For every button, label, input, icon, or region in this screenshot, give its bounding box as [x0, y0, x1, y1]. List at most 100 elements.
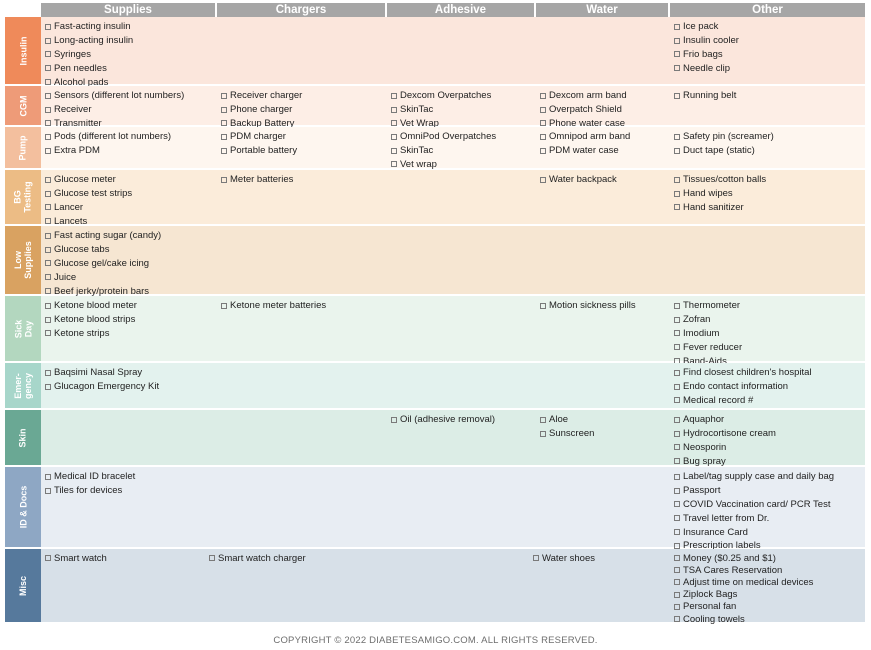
checklist-item[interactable]: Juice — [45, 270, 161, 284]
checkbox-icon[interactable] — [221, 120, 227, 127]
checkbox-icon[interactable] — [221, 176, 227, 183]
checklist-item[interactable]: Aquaphor — [674, 413, 776, 427]
checklist-item[interactable]: SkinTac — [391, 144, 496, 158]
checklist-item[interactable]: Water backpack — [540, 173, 617, 187]
checkbox-icon[interactable] — [674, 591, 680, 598]
checkbox-icon[interactable] — [391, 120, 397, 127]
checkbox-icon[interactable] — [45, 330, 51, 337]
checkbox-icon[interactable] — [533, 555, 539, 562]
checkbox-icon[interactable] — [391, 161, 397, 168]
checklist-item[interactable]: Phone water case — [540, 117, 627, 131]
checkbox-icon[interactable] — [674, 316, 680, 323]
checkbox-icon[interactable] — [674, 616, 680, 623]
checkbox-icon[interactable] — [45, 176, 51, 183]
checklist-item[interactable]: Insurance Card — [674, 525, 834, 539]
checklist-item[interactable]: Glucose meter — [45, 173, 132, 187]
checklist-item[interactable]: Hand sanitizer — [674, 201, 766, 215]
checkbox-icon[interactable] — [674, 603, 680, 610]
checkbox-icon[interactable] — [674, 487, 680, 494]
checkbox-icon[interactable] — [674, 542, 680, 549]
checklist-item[interactable]: Long-acting insulin — [45, 34, 133, 48]
checklist-item[interactable]: Dexcom Overpatches — [391, 89, 491, 103]
checklist-item[interactable]: Safety pin (screamer) — [674, 130, 774, 144]
checklist-item[interactable]: Beef jerky/protein bars — [45, 284, 161, 298]
checkbox-icon[interactable] — [540, 106, 546, 113]
checkbox-icon[interactable] — [674, 37, 680, 44]
checklist-item[interactable]: Extra PDM — [45, 144, 171, 158]
checklist-item[interactable]: Sunscreen — [540, 427, 594, 441]
checklist-item[interactable]: Portable battery — [221, 144, 297, 158]
checklist-item[interactable]: TSA Cares Reservation — [674, 564, 813, 576]
checkbox-icon[interactable] — [45, 260, 51, 267]
checklist-item[interactable]: Passport — [674, 484, 834, 498]
checklist-item[interactable]: Glucose test strips — [45, 187, 132, 201]
checklist-item[interactable]: Meter batteries — [221, 173, 293, 187]
checkbox-icon[interactable] — [540, 147, 546, 154]
checklist-item[interactable]: Ketone blood meter — [45, 299, 137, 313]
checklist-item[interactable]: Fever reducer — [674, 340, 742, 354]
checklist-item[interactable]: Ketone meter batteries — [221, 299, 326, 313]
checklist-item[interactable]: PDM charger — [221, 130, 297, 144]
checklist-item[interactable]: Lancer — [45, 201, 132, 215]
checkbox-icon[interactable] — [45, 246, 51, 253]
checkbox-icon[interactable] — [45, 37, 51, 44]
checklist-item[interactable]: Thermometer — [674, 299, 742, 313]
checkbox-icon[interactable] — [674, 397, 680, 404]
checklist-item[interactable]: Personal fan — [674, 601, 813, 613]
checklist-item[interactable]: OmniPod Overpatches — [391, 130, 496, 144]
checkbox-icon[interactable] — [221, 106, 227, 113]
checklist-item[interactable]: Glucose tabs — [45, 243, 161, 257]
checkbox-icon[interactable] — [45, 383, 51, 390]
checklist-item[interactable]: Syringes — [45, 48, 133, 62]
checklist-item[interactable]: Motion sickness pills — [540, 299, 636, 313]
checkbox-icon[interactable] — [674, 458, 680, 465]
checkbox-icon[interactable] — [391, 147, 397, 154]
checklist-item[interactable]: Aloe — [540, 413, 594, 427]
checkbox-icon[interactable] — [674, 190, 680, 197]
checklist-item[interactable]: Phone charger — [221, 103, 302, 117]
checklist-item[interactable]: Imodium — [674, 327, 742, 341]
checkbox-icon[interactable] — [221, 302, 227, 309]
checkbox-icon[interactable] — [674, 515, 680, 522]
checklist-item[interactable]: Bug spray — [674, 454, 776, 468]
checkbox-icon[interactable] — [391, 416, 397, 423]
checklist-item[interactable]: Endo contact information — [674, 380, 812, 394]
checkbox-icon[interactable] — [674, 133, 680, 140]
checklist-item[interactable]: Find closest children's hospital — [674, 366, 812, 380]
checklist-item[interactable]: Pods (different lot numbers) — [45, 130, 171, 144]
checklist-item[interactable]: Glucose gel/cake icing — [45, 257, 161, 271]
checkbox-icon[interactable] — [674, 344, 680, 351]
checkbox-icon[interactable] — [674, 176, 680, 183]
checklist-item[interactable]: Baqsimi Nasal Spray — [45, 366, 159, 380]
checklist-item[interactable]: Sensors (different lot numbers) — [45, 89, 184, 103]
checkbox-icon[interactable] — [674, 65, 680, 72]
checkbox-icon[interactable] — [391, 106, 397, 113]
checkbox-icon[interactable] — [45, 79, 51, 86]
checklist-item[interactable]: Cooling towels — [674, 613, 813, 625]
checklist-item[interactable]: Receiver — [45, 103, 184, 117]
checklist-item[interactable]: Running belt — [674, 89, 736, 103]
checkbox-icon[interactable] — [674, 147, 680, 154]
checklist-item[interactable]: Fast acting sugar (candy) — [45, 229, 161, 243]
checklist-item[interactable]: Prescription labels — [674, 539, 834, 553]
checkbox-icon[interactable] — [209, 555, 215, 562]
checkbox-icon[interactable] — [391, 92, 397, 99]
checklist-item[interactable]: Ziplock Bags — [674, 589, 813, 601]
checkbox-icon[interactable] — [45, 288, 51, 295]
checklist-item[interactable]: Pen needles — [45, 61, 133, 75]
checkbox-icon[interactable] — [45, 65, 51, 72]
checklist-item[interactable]: Needle clip — [674, 61, 739, 75]
checklist-item[interactable]: Neosporin — [674, 441, 776, 455]
checkbox-icon[interactable] — [674, 92, 680, 99]
checkbox-icon[interactable] — [674, 579, 680, 586]
checklist-item[interactable]: Alcohol pads — [45, 75, 133, 89]
checkbox-icon[interactable] — [540, 176, 546, 183]
checklist-item[interactable]: Medical ID bracelet — [45, 470, 135, 484]
checkbox-icon[interactable] — [674, 302, 680, 309]
checkbox-icon[interactable] — [45, 51, 51, 58]
checkbox-icon[interactable] — [391, 133, 397, 140]
checkbox-icon[interactable] — [45, 190, 51, 197]
checklist-item[interactable]: Adjust time on medical devices — [674, 576, 813, 588]
checkbox-icon[interactable] — [45, 92, 51, 99]
checklist-item[interactable]: Lancets — [45, 214, 132, 228]
